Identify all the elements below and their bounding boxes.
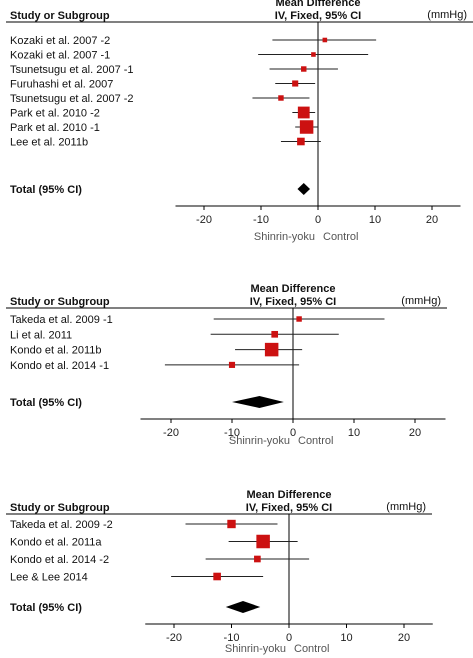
study-effect-marker bbox=[271, 330, 279, 338]
x-tick-label: -20 bbox=[196, 214, 212, 226]
study-effect-marker bbox=[301, 66, 307, 72]
header-unit: (mmHg) bbox=[401, 295, 441, 307]
study-effect-marker bbox=[297, 137, 305, 146]
pooled-effect-diamond bbox=[225, 601, 261, 613]
header-unit: (mmHg) bbox=[386, 501, 426, 513]
x-tick-label: -20 bbox=[163, 427, 179, 439]
header-study-label: Study or Subgroup bbox=[10, 10, 110, 22]
study-label: Li et al. 2011 bbox=[10, 329, 72, 341]
study-label: Furuhashi et al. 2007 bbox=[10, 79, 113, 91]
x-tick-label: 20 bbox=[409, 427, 421, 439]
study-label: Kozaki et al. 2007 -2 bbox=[10, 35, 110, 47]
study-effect-marker bbox=[228, 361, 236, 368]
study-label: Takeda et al. 2009 -2 bbox=[10, 519, 113, 531]
header-unit: (mmHg) bbox=[427, 9, 467, 21]
x-tick-label: 0 bbox=[290, 427, 296, 439]
study-effect-marker bbox=[311, 52, 316, 57]
study-effect-marker bbox=[256, 534, 270, 549]
direction-label-favours-right: Control bbox=[323, 231, 358, 243]
study-effect-marker bbox=[322, 37, 328, 43]
x-tick-label: -20 bbox=[166, 632, 182, 644]
study-label: Tsunetsugu et al. 2007 -1 bbox=[10, 64, 134, 76]
x-tick-label: 0 bbox=[286, 632, 292, 644]
x-tick-label: 10 bbox=[348, 427, 360, 439]
study-label: Kozaki et al. 2007 -1 bbox=[10, 50, 110, 62]
study-label: Park et al. 2010 -1 bbox=[10, 122, 100, 134]
header-title-line1: Mean Difference bbox=[247, 489, 332, 501]
study-effect-marker bbox=[278, 95, 284, 101]
total-label: Total (95% CI) bbox=[10, 397, 82, 409]
direction-label-favours-right: Control bbox=[294, 643, 329, 655]
header-title-line2: IV, Fixed, 95% CI bbox=[246, 502, 332, 514]
study-effect-marker bbox=[254, 555, 261, 563]
study-effect-marker bbox=[292, 80, 299, 87]
study-label: Park et al. 2010 -2 bbox=[10, 108, 100, 120]
header-title-line1: Mean Difference bbox=[276, 0, 361, 9]
pooled-effect-diamond bbox=[232, 396, 284, 408]
direction-label-favours-left: Shinrin-yoku bbox=[229, 435, 290, 447]
study-label: Lee & Lee 2014 bbox=[10, 572, 88, 584]
direction-label-favours-right: Control bbox=[298, 435, 333, 447]
pooled-effect-diamond bbox=[297, 183, 311, 195]
header-title-line1: Mean Difference bbox=[251, 283, 336, 295]
study-effect-marker bbox=[213, 572, 221, 581]
direction-label-favours-left: Shinrin-yoku bbox=[225, 643, 286, 655]
study-effect-marker bbox=[227, 519, 236, 529]
total-label: Total (95% CI) bbox=[10, 184, 82, 196]
study-label: Kondo et al. 2011a bbox=[10, 537, 102, 549]
header-title-line2: IV, Fixed, 95% CI bbox=[275, 10, 361, 22]
direction-label-favours-left: Shinrin-yoku bbox=[254, 231, 315, 243]
study-effect-marker bbox=[264, 342, 279, 357]
x-tick-label: 0 bbox=[315, 214, 321, 226]
study-label: Kondo et al. 2014 -2 bbox=[10, 554, 109, 566]
x-tick-label: 10 bbox=[369, 214, 381, 226]
x-tick-label: 20 bbox=[426, 214, 438, 226]
study-label: Tsunetsugu et al. 2007 -2 bbox=[10, 93, 134, 105]
total-label: Total (95% CI) bbox=[10, 602, 82, 614]
study-label: Kondo et al. 2014 -1 bbox=[10, 360, 109, 372]
study-label: Kondo et al. 2011b bbox=[10, 345, 102, 357]
header-study-label: Study or Subgroup bbox=[10, 502, 110, 514]
header-study-label: Study or Subgroup bbox=[10, 296, 110, 308]
study-effect-marker bbox=[296, 316, 302, 322]
x-tick-label: 10 bbox=[340, 632, 352, 644]
x-tick-label: -10 bbox=[224, 427, 240, 439]
study-effect-marker bbox=[299, 120, 314, 134]
header-title-line2: IV, Fixed, 95% CI bbox=[250, 296, 336, 308]
study-label: Lee et al. 2011b bbox=[10, 137, 88, 149]
x-tick-label: -10 bbox=[224, 632, 240, 644]
x-tick-label: 20 bbox=[398, 632, 410, 644]
x-tick-label: -10 bbox=[253, 214, 269, 226]
study-label: Takeda et al. 2009 -1 bbox=[10, 314, 113, 326]
study-effect-marker bbox=[297, 106, 310, 119]
